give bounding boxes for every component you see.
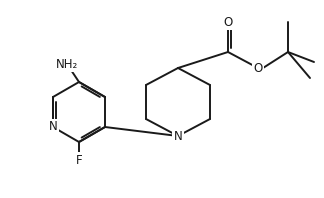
Text: N: N [174, 129, 182, 143]
Text: NH₂: NH₂ [56, 57, 78, 70]
Text: N: N [49, 121, 57, 133]
Text: F: F [76, 153, 82, 167]
Text: O: O [223, 15, 233, 29]
Text: O: O [253, 62, 263, 74]
